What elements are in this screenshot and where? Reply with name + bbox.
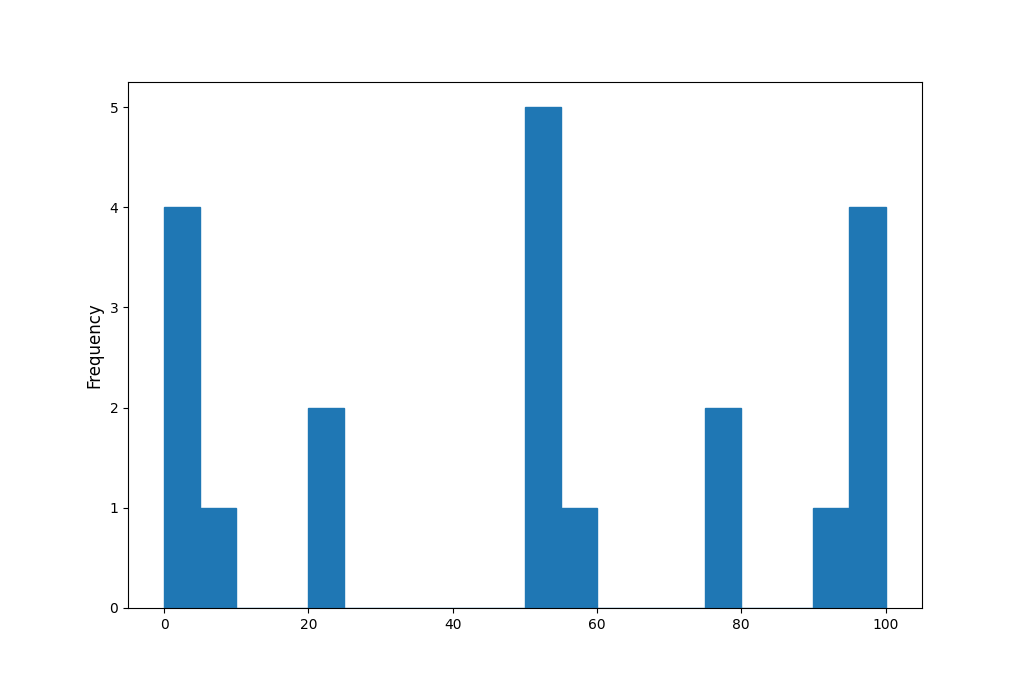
- Bar: [308, 408, 344, 608]
- Bar: [706, 408, 741, 608]
- Y-axis label: Frequency: Frequency: [86, 302, 103, 388]
- Bar: [813, 507, 850, 608]
- Bar: [850, 207, 886, 608]
- Bar: [561, 507, 597, 608]
- Bar: [524, 107, 561, 608]
- Bar: [164, 207, 200, 608]
- Bar: [200, 507, 237, 608]
